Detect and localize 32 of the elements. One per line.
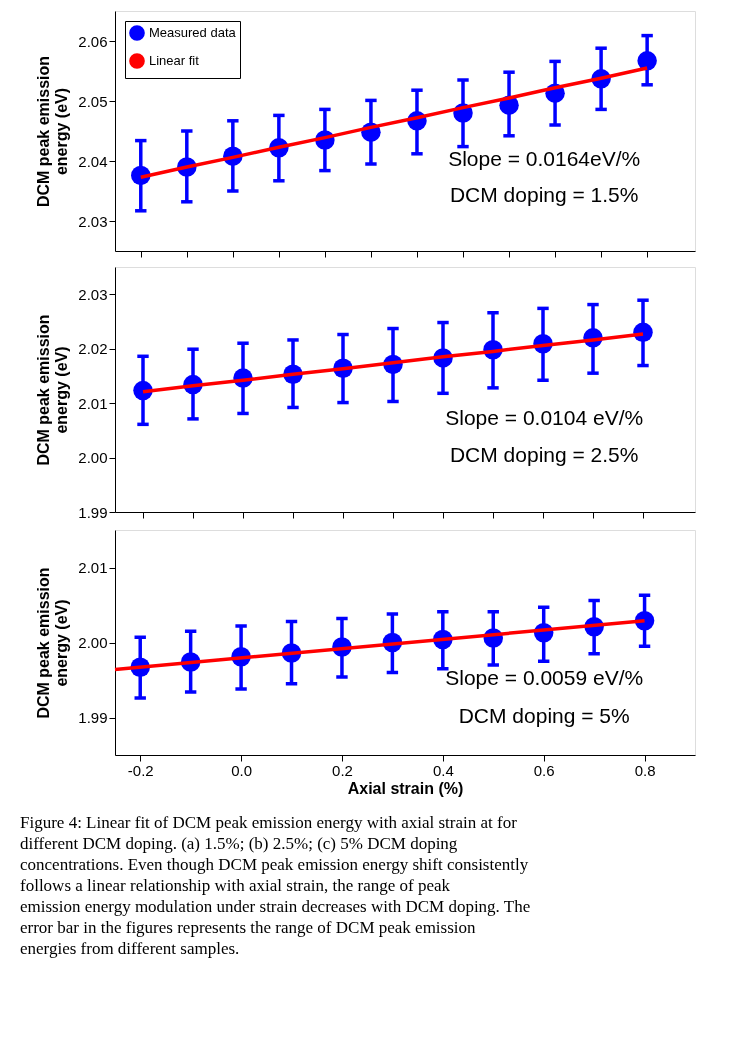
y-tick-label: 2.05: [78, 92, 108, 110]
x-tick-label: 0.2: [332, 761, 353, 779]
y-axis-title: DCM peak emission energy (eV): [35, 55, 71, 208]
y-tick-label: 2.06: [78, 32, 108, 50]
x-tick-label: 0.8: [634, 761, 656, 779]
y-tick-label: 2.03: [78, 285, 108, 303]
x-tick-label: 0.6: [533, 761, 555, 779]
annotation: DCM doping = 1.5%: [449, 182, 639, 206]
y-tick-label: 2.00: [78, 449, 108, 467]
x-tick-label: 0.0: [231, 761, 253, 779]
annotation: DCM doping = 5%: [458, 703, 630, 727]
annotation: Slope = 0.0104 eV/%: [445, 405, 644, 429]
y-tick-label: 2.01: [78, 559, 108, 576]
legend-label: Measured data: [149, 25, 237, 40]
y-tick-label: 2.01: [78, 394, 108, 412]
y-tick-label: 1.99: [78, 709, 108, 726]
y-axis-title: DCM peak emission energy (eV): [35, 314, 71, 466]
y-tick-label: 2.02: [78, 340, 108, 358]
annotation: DCM doping = 2.5%: [449, 442, 639, 466]
legend-label: Linear fit: [149, 53, 200, 68]
annotation: Slope = 0.0164eV/%: [448, 146, 641, 170]
x-tick-label: 0.4: [432, 761, 454, 779]
point: [637, 51, 657, 71]
annotation: Slope = 0.0059 eV/%: [445, 665, 644, 689]
y-tick-label: 2.04: [78, 152, 108, 170]
x-tick-label: -0.2: [127, 761, 154, 779]
y-tick-label: 2.00: [78, 634, 108, 651]
y-tick-label: 1.99: [78, 503, 108, 521]
y-tick-label: 2.03: [78, 212, 108, 230]
y-axis-title: DCM peak emission energy (eV): [35, 567, 71, 719]
caption: Figure 4: Linear fit of DCM peak emission energy with axial strain at for different DCM doping. (a) 1.5%; (b) 2.5%; (c) 5% DCM doping concentrations. Even though DCM peak emission energy shift consistently follows a linear relationship with axial strain, the range of peak emission energy modulation under strain decreases with DCM doping. The error bar in the figures represents the range of DCM peak emission energies from different samples.: [20, 813, 531, 958]
x-axis-title: Axial strain (%): [347, 779, 464, 797]
